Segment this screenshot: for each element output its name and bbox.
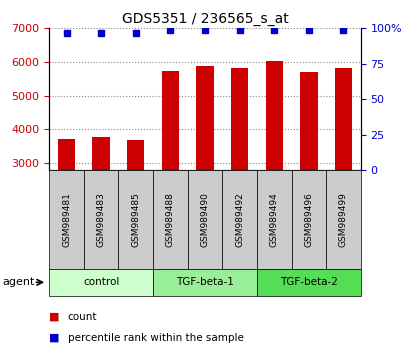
- Bar: [230, 68, 248, 170]
- Text: GSM989488: GSM989488: [166, 192, 175, 247]
- Bar: [196, 67, 213, 170]
- Text: TGF-beta-1: TGF-beta-1: [175, 277, 234, 287]
- Bar: [127, 140, 144, 170]
- Text: GSM989490: GSM989490: [200, 192, 209, 247]
- Bar: [265, 61, 282, 170]
- Text: GSM989485: GSM989485: [131, 192, 140, 247]
- Text: ■: ■: [49, 333, 60, 343]
- Text: ■: ■: [49, 312, 60, 321]
- Bar: [161, 72, 179, 170]
- Bar: [334, 68, 351, 170]
- Text: agent: agent: [2, 277, 34, 287]
- Bar: [299, 72, 317, 170]
- Text: count: count: [67, 312, 97, 321]
- Text: GSM989481: GSM989481: [62, 192, 71, 247]
- Text: GSM989496: GSM989496: [303, 192, 312, 247]
- Bar: [58, 139, 75, 170]
- Text: GSM989492: GSM989492: [234, 192, 243, 247]
- Text: GDS5351 / 236565_s_at: GDS5351 / 236565_s_at: [121, 12, 288, 27]
- Text: percentile rank within the sample: percentile rank within the sample: [67, 333, 243, 343]
- Text: TGF-beta-2: TGF-beta-2: [279, 277, 337, 287]
- Text: GSM989494: GSM989494: [269, 192, 278, 247]
- Text: control: control: [83, 277, 119, 287]
- Text: GSM989499: GSM989499: [338, 192, 347, 247]
- Text: GSM989483: GSM989483: [97, 192, 106, 247]
- Bar: [92, 137, 110, 170]
